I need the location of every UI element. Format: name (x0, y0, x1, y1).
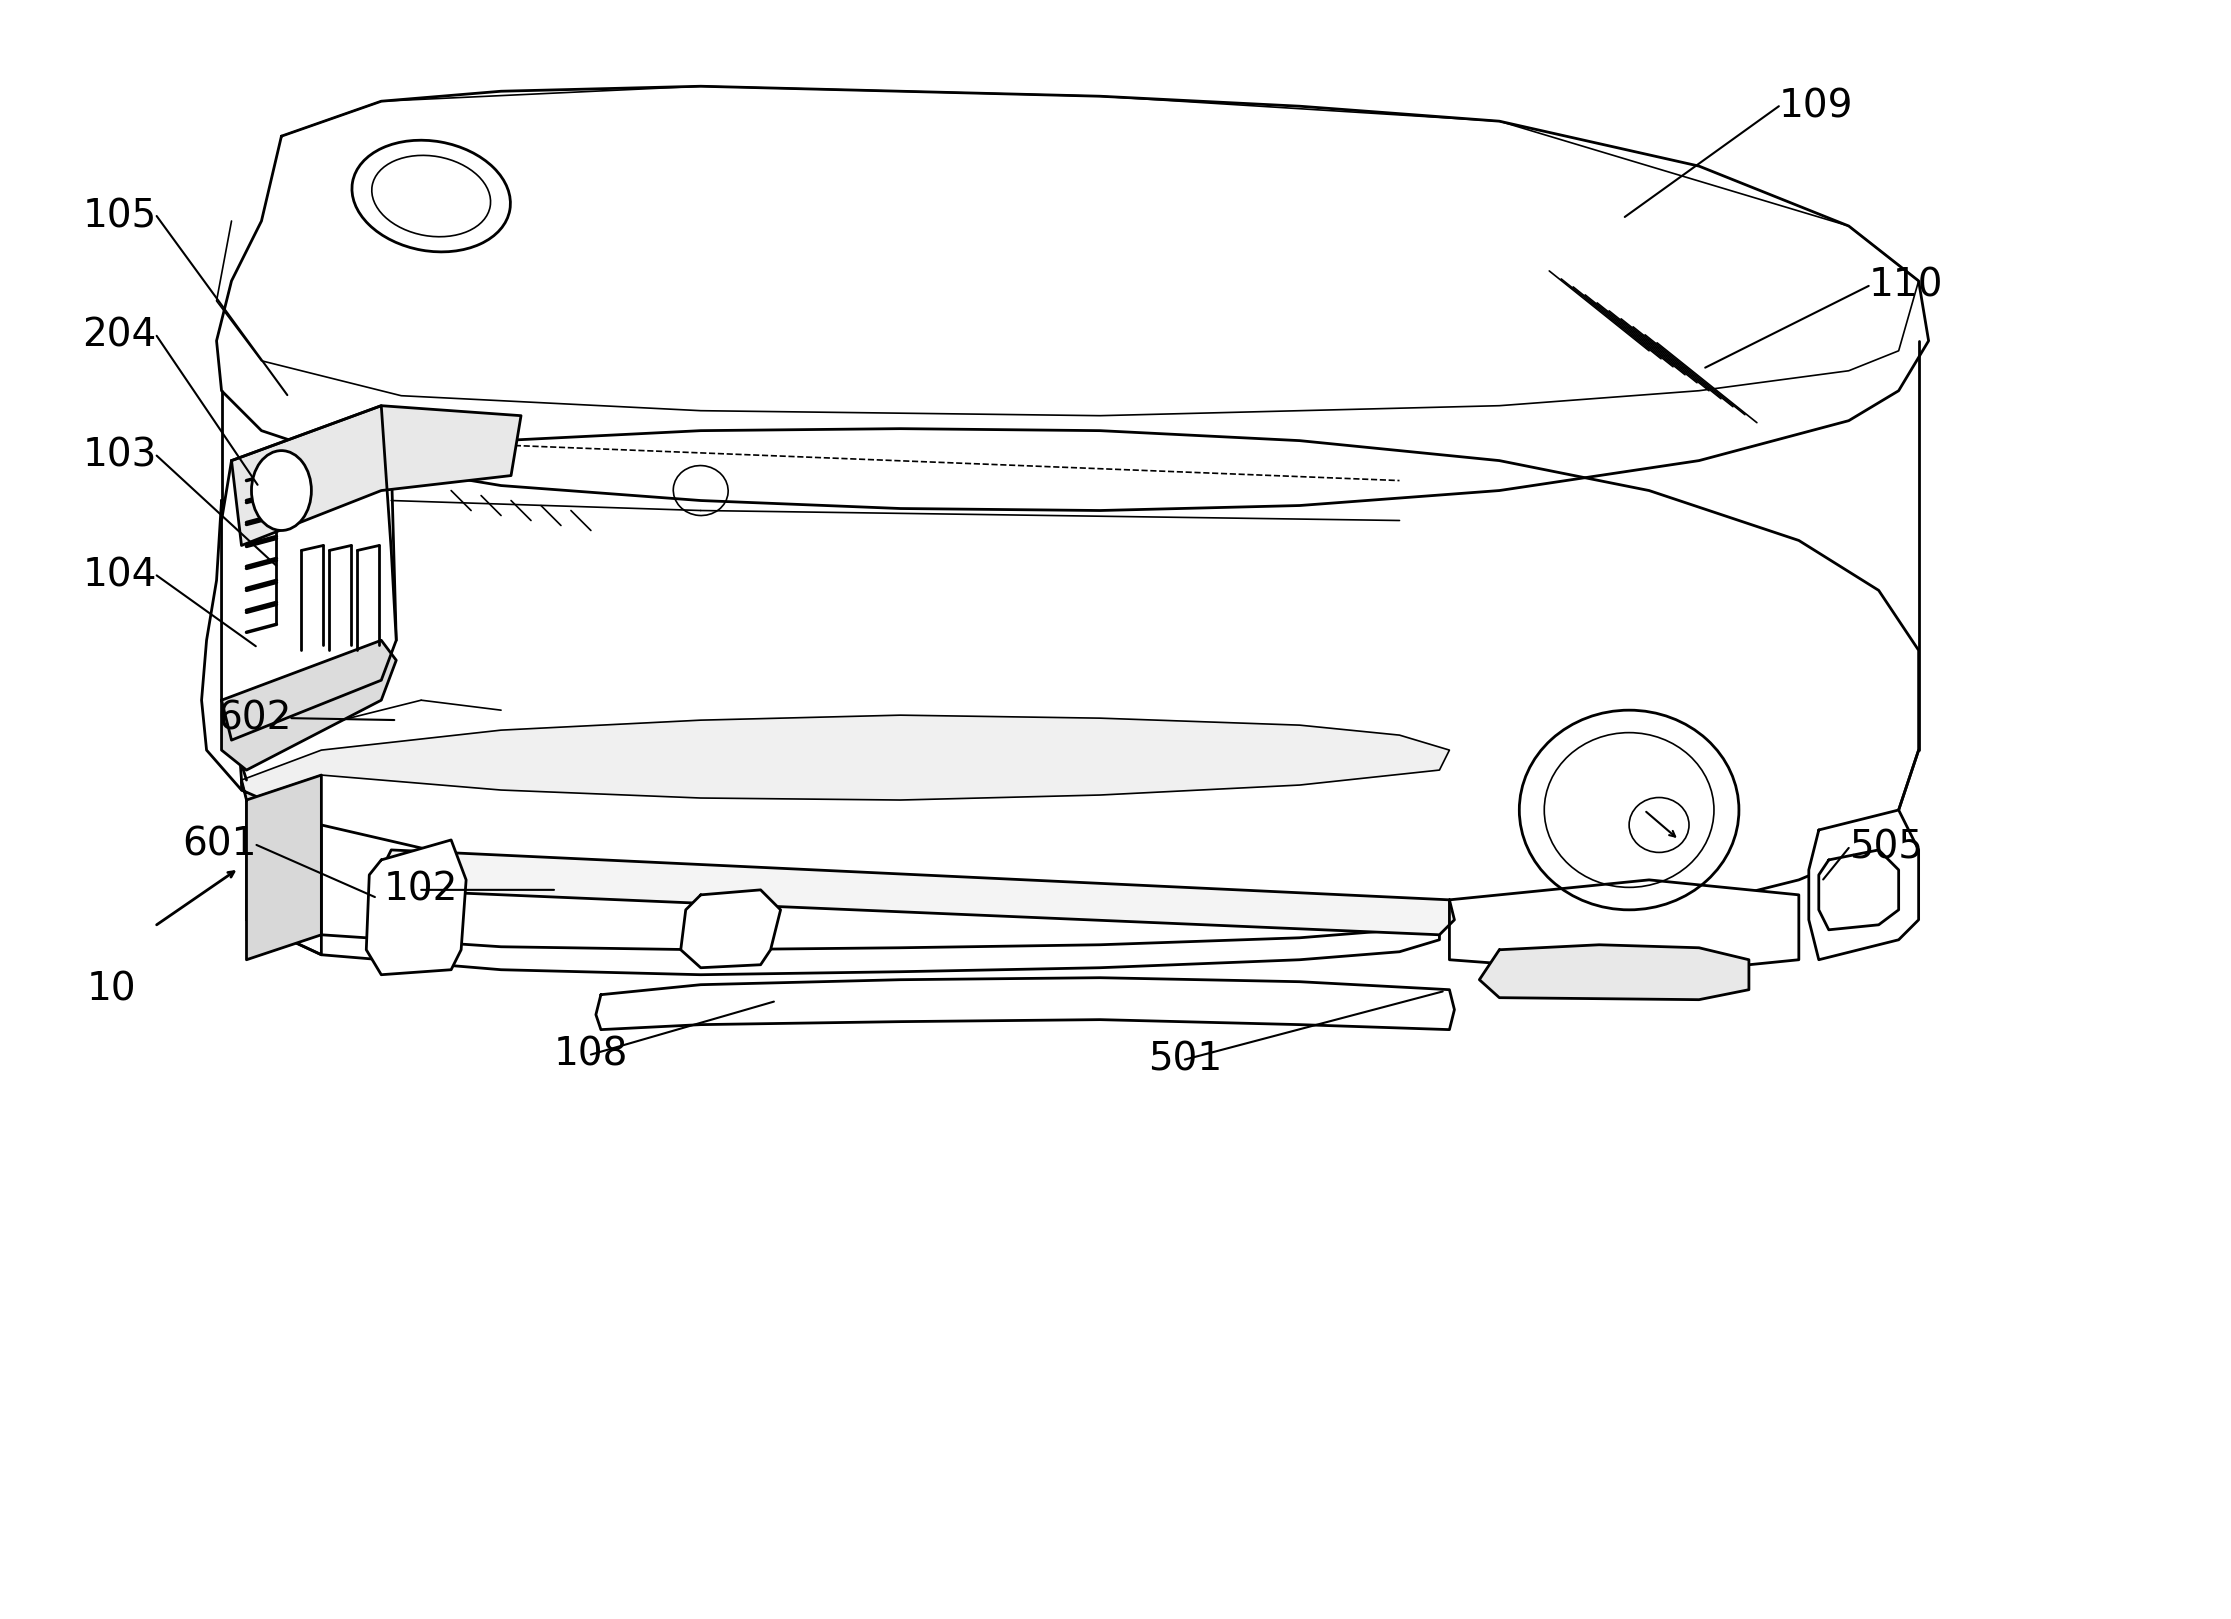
Text: 104: 104 (83, 557, 156, 594)
Text: 601: 601 (183, 826, 257, 865)
Text: 501: 501 (1147, 1041, 1223, 1078)
Polygon shape (382, 850, 1455, 934)
Polygon shape (1809, 810, 1919, 960)
Polygon shape (241, 716, 1450, 800)
Text: 204: 204 (83, 317, 156, 355)
Polygon shape (366, 840, 466, 975)
Polygon shape (221, 406, 397, 740)
Polygon shape (1450, 879, 1798, 975)
Polygon shape (1818, 850, 1899, 929)
Polygon shape (245, 900, 1439, 975)
Text: 109: 109 (1778, 87, 1854, 125)
Text: 505: 505 (1849, 829, 1923, 866)
Text: 105: 105 (83, 198, 156, 235)
Polygon shape (245, 776, 321, 960)
Text: 602: 602 (216, 699, 292, 737)
Ellipse shape (252, 450, 312, 531)
Polygon shape (201, 429, 1919, 924)
Polygon shape (680, 890, 781, 968)
Text: 110: 110 (1870, 267, 1943, 304)
Polygon shape (232, 406, 522, 546)
Polygon shape (241, 780, 321, 955)
Polygon shape (1479, 945, 1749, 999)
Polygon shape (221, 640, 397, 771)
Text: 103: 103 (83, 437, 156, 474)
Text: 108: 108 (553, 1036, 629, 1073)
Polygon shape (216, 86, 1928, 510)
Text: 10: 10 (87, 971, 136, 1009)
Text: 102: 102 (384, 871, 457, 908)
Ellipse shape (1519, 711, 1738, 910)
Polygon shape (596, 978, 1455, 1030)
